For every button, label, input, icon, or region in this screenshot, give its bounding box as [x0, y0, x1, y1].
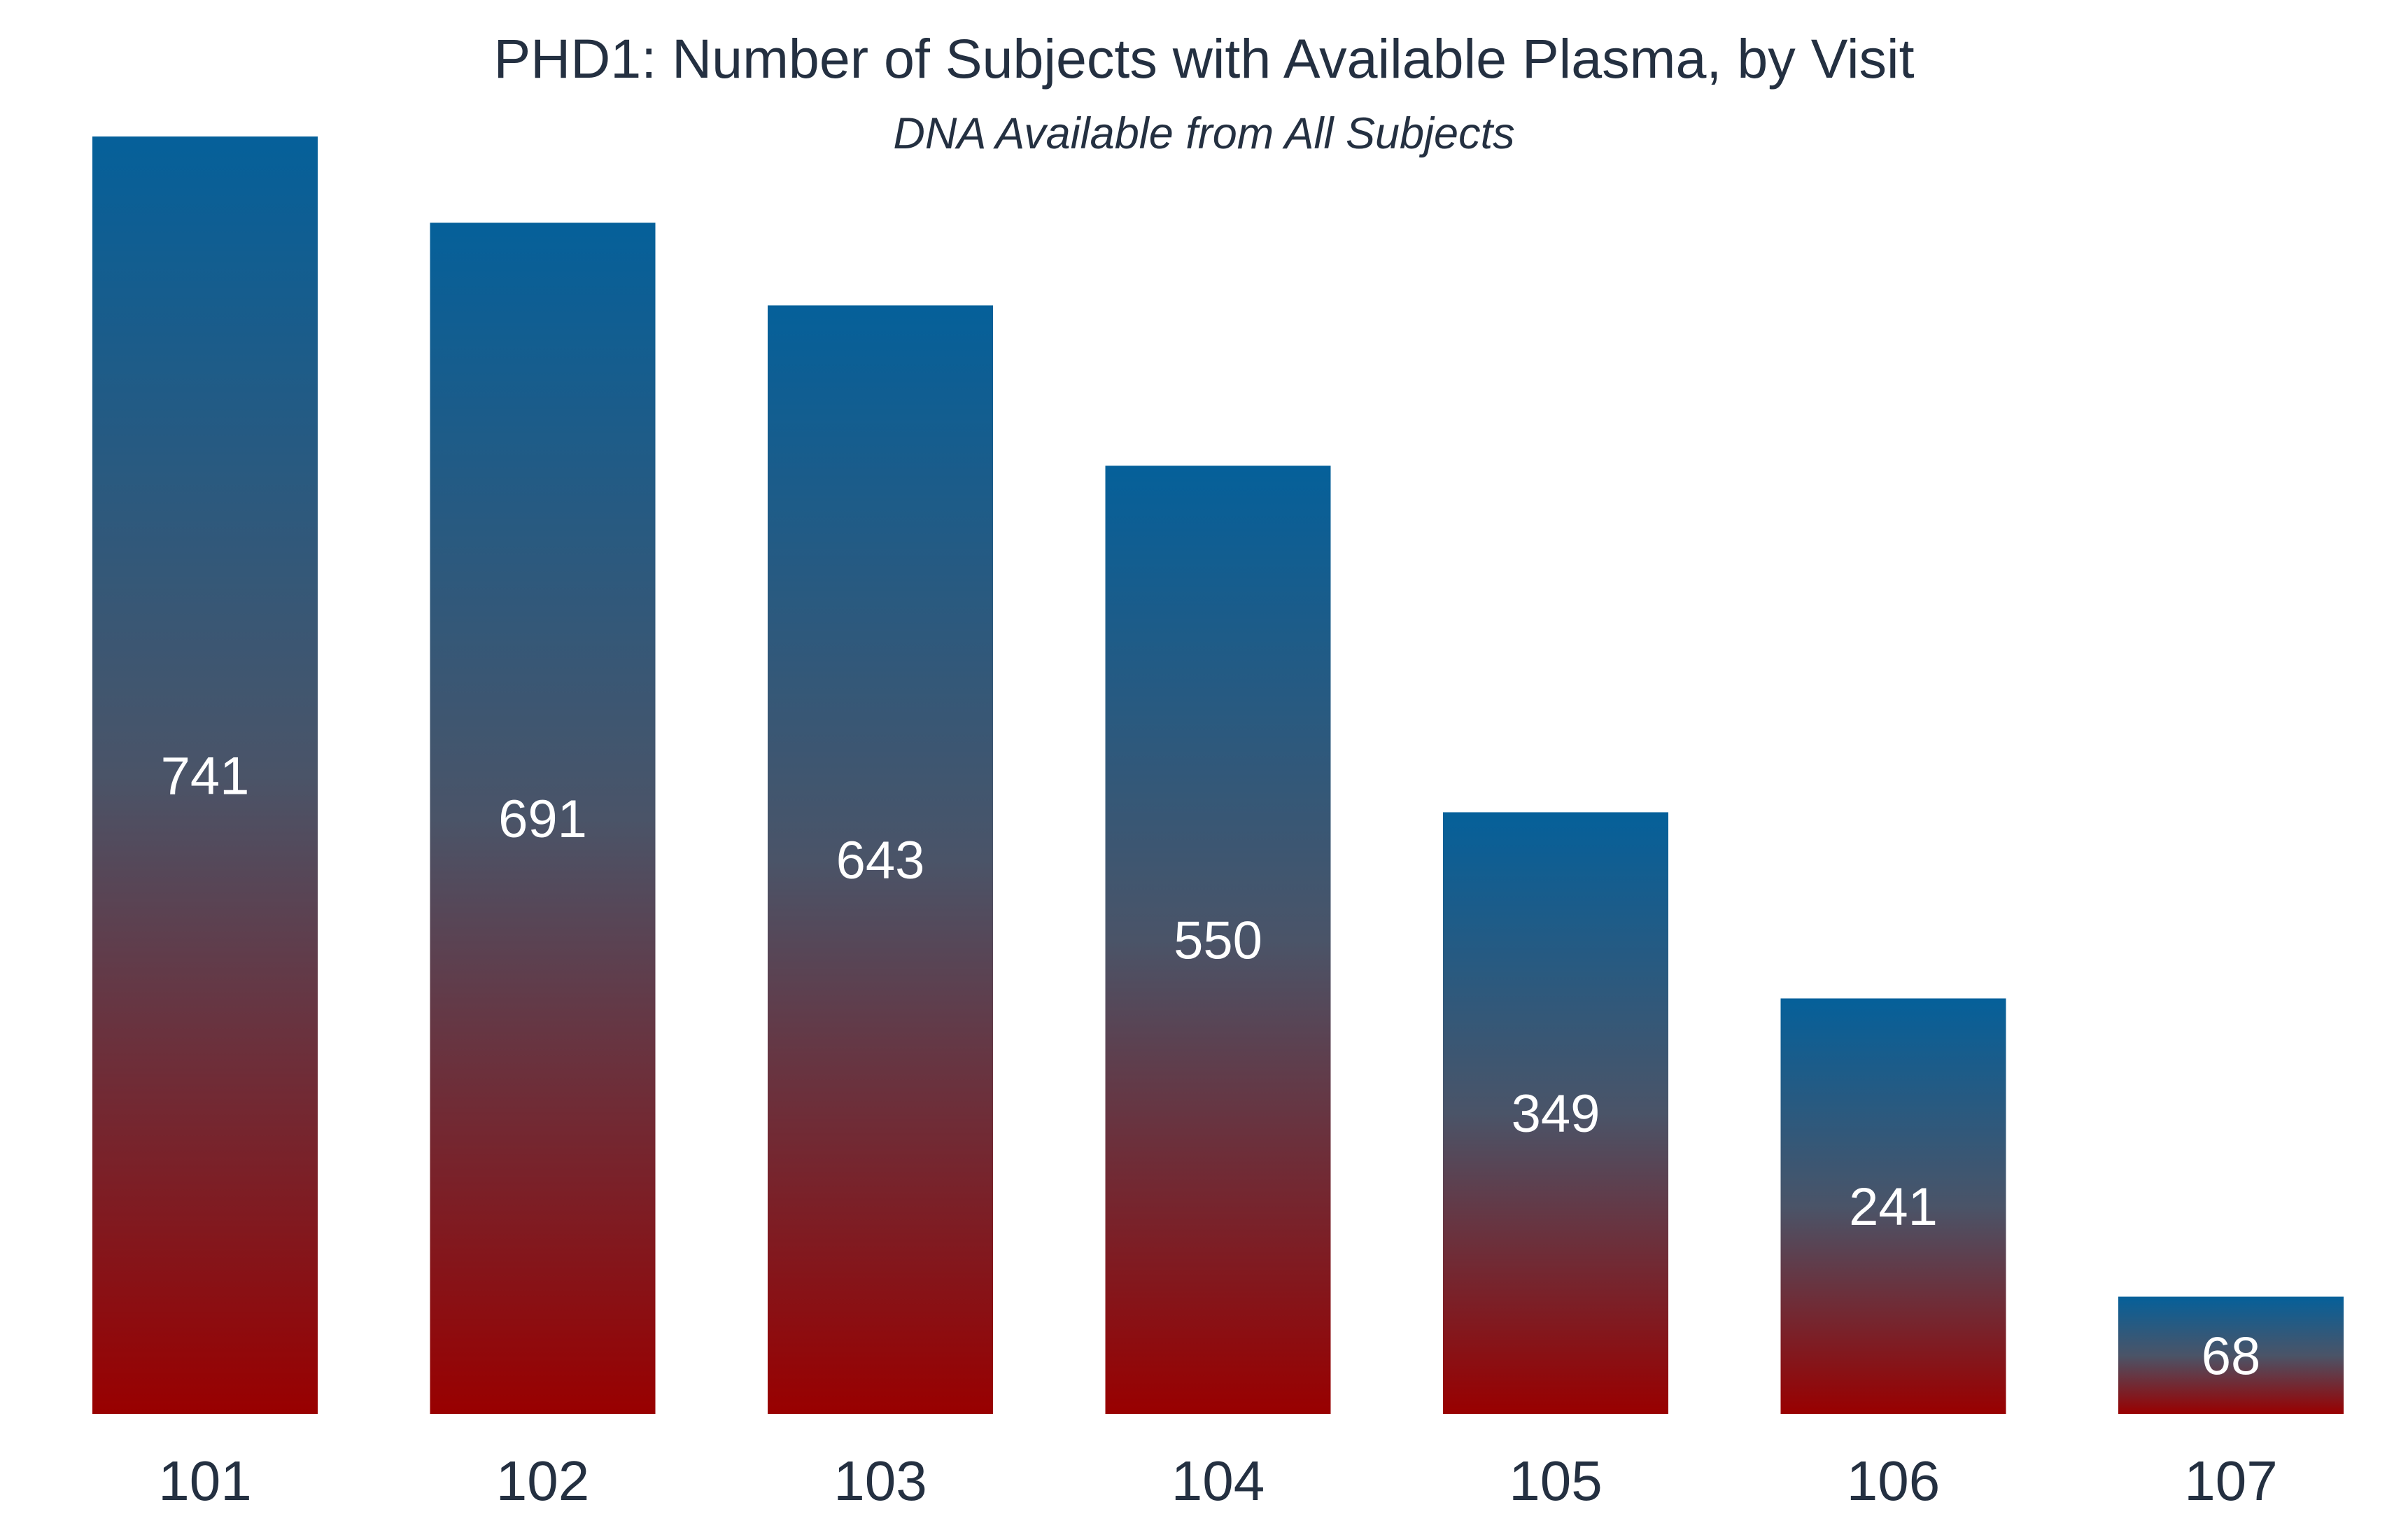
x-axis-tick-labels: 101 102 103 104 105 106 107: [158, 1450, 2277, 1512]
x-tick-label-105: 105: [1509, 1450, 1602, 1512]
bar-102: [430, 223, 656, 1414]
x-tick-label-101: 101: [158, 1450, 251, 1512]
chart-subtitle: DNA Available from All Subjects: [893, 109, 1515, 158]
bars: [92, 136, 2344, 1414]
data-label-105: 349: [1512, 1084, 1600, 1144]
x-tick-label-103: 103: [833, 1450, 927, 1512]
x-tick-label-107: 107: [2184, 1450, 2277, 1512]
chart-title: PHD1: Number of Subjects with Available …: [493, 27, 1915, 90]
bar-107: [2118, 1296, 2344, 1414]
data-label-103: 643: [836, 831, 925, 890]
bar-101: [92, 136, 318, 1414]
data-label-101: 741: [161, 747, 250, 806]
data-label-104: 550: [1174, 911, 1262, 971]
data-label-102: 691: [498, 790, 587, 849]
bar-105: [1443, 812, 1668, 1414]
bar-106: [1780, 998, 2006, 1414]
bar-104: [1105, 465, 1331, 1414]
data-label-106: 241: [1849, 1177, 1938, 1237]
bar-103: [768, 305, 993, 1414]
x-tick-label-104: 104: [1171, 1450, 1265, 1512]
x-tick-label-106: 106: [1847, 1450, 1940, 1512]
data-label-107: 68: [2202, 1326, 2261, 1386]
x-tick-label-102: 102: [496, 1450, 589, 1512]
data-labels: 741 691 643 550 349 241 68: [161, 747, 2261, 1387]
